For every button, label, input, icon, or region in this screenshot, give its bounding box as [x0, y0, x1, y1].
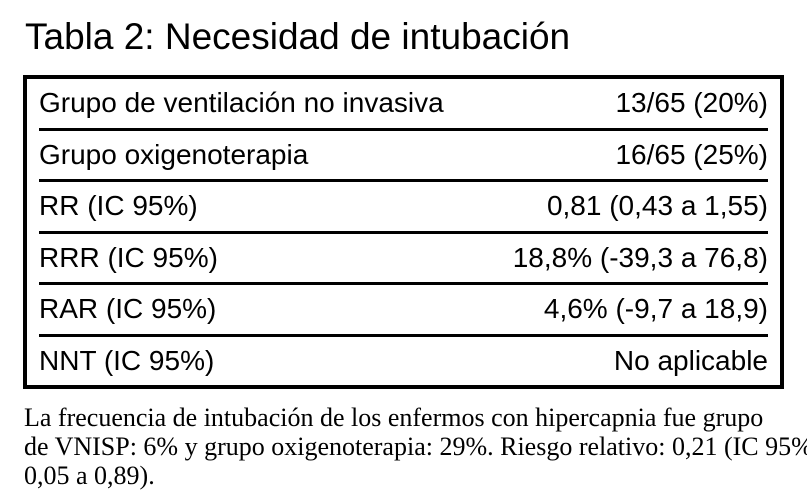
table-row: NNT (IC 95%) No aplicable — [39, 337, 768, 386]
table-row: Grupo de ventilación no invasiva 13/65 (… — [39, 79, 768, 131]
table-row: Grupo oxigenoterapia 16/65 (25%) — [39, 131, 768, 182]
row-value: 13/65 (20%) — [615, 87, 768, 119]
footnote-line: 0,05 a 0,89). — [24, 461, 155, 490]
row-label: Grupo oxigenoterapia — [39, 138, 309, 170]
table-row: RAR (IC 95%) 4,6% (-9,7 a 18,9) — [39, 285, 768, 337]
table-row: RRR (IC 95%) 18,8% (-39,3 a 76,8) — [39, 234, 768, 285]
table-footnote: La frecuencia de intubación de los enfer… — [24, 403, 807, 490]
row-value: 16/65 (25%) — [615, 138, 768, 170]
footnote-line: de VNISP: 6% y grupo oxigenoterapia: 29%… — [24, 432, 807, 461]
row-label: Grupo de ventilación no invasiva — [39, 87, 444, 119]
table-caption: Tabla 2: Necesidad de intubación — [25, 16, 571, 57]
row-value: 0,81 (0,43 a 1,55) — [546, 190, 768, 222]
row-label: RRR (IC 95%) — [39, 241, 218, 273]
row-value: 4,6% (-9,7 a 18,9) — [543, 293, 768, 325]
intubation-table: Grupo de ventilación no invasiva 13/65 (… — [23, 75, 784, 389]
row-label: RAR (IC 95%) — [39, 293, 217, 325]
row-label: RR (IC 95%) — [39, 190, 198, 222]
row-value: 18,8% (-39,3 a 76,8) — [512, 241, 768, 273]
table-row: RR (IC 95%) 0,81 (0,43 a 1,55) — [39, 182, 768, 234]
footnote-line: La frecuencia de intubación de los enfer… — [24, 403, 764, 432]
row-label: NNT (IC 95%) — [39, 344, 215, 376]
row-value: No aplicable — [613, 344, 768, 376]
